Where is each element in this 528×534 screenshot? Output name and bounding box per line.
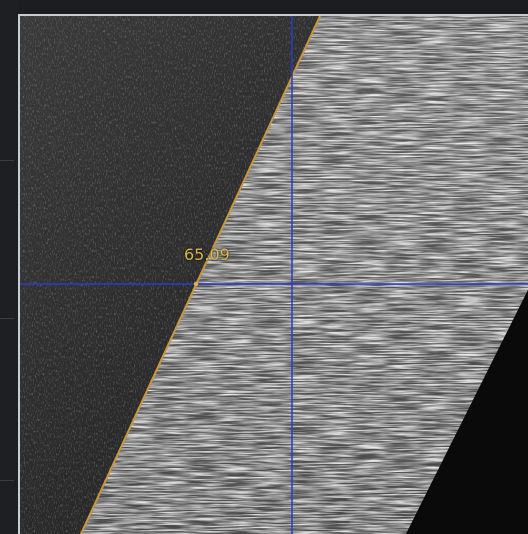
top-bar xyxy=(0,0,528,14)
left-ruler xyxy=(0,0,18,534)
ruler-tick xyxy=(0,160,14,161)
image-viewport[interactable] xyxy=(18,14,528,534)
ruler-tick xyxy=(0,480,14,481)
ruler-tick xyxy=(0,318,14,319)
crosshair-icon[interactable] xyxy=(20,16,528,534)
angle-measurement-label: 65.09 xyxy=(184,245,230,264)
background-region xyxy=(406,290,528,534)
measurement-point[interactable] xyxy=(193,281,199,287)
micrograph-image xyxy=(20,16,528,534)
measurement-line[interactable] xyxy=(79,16,321,534)
